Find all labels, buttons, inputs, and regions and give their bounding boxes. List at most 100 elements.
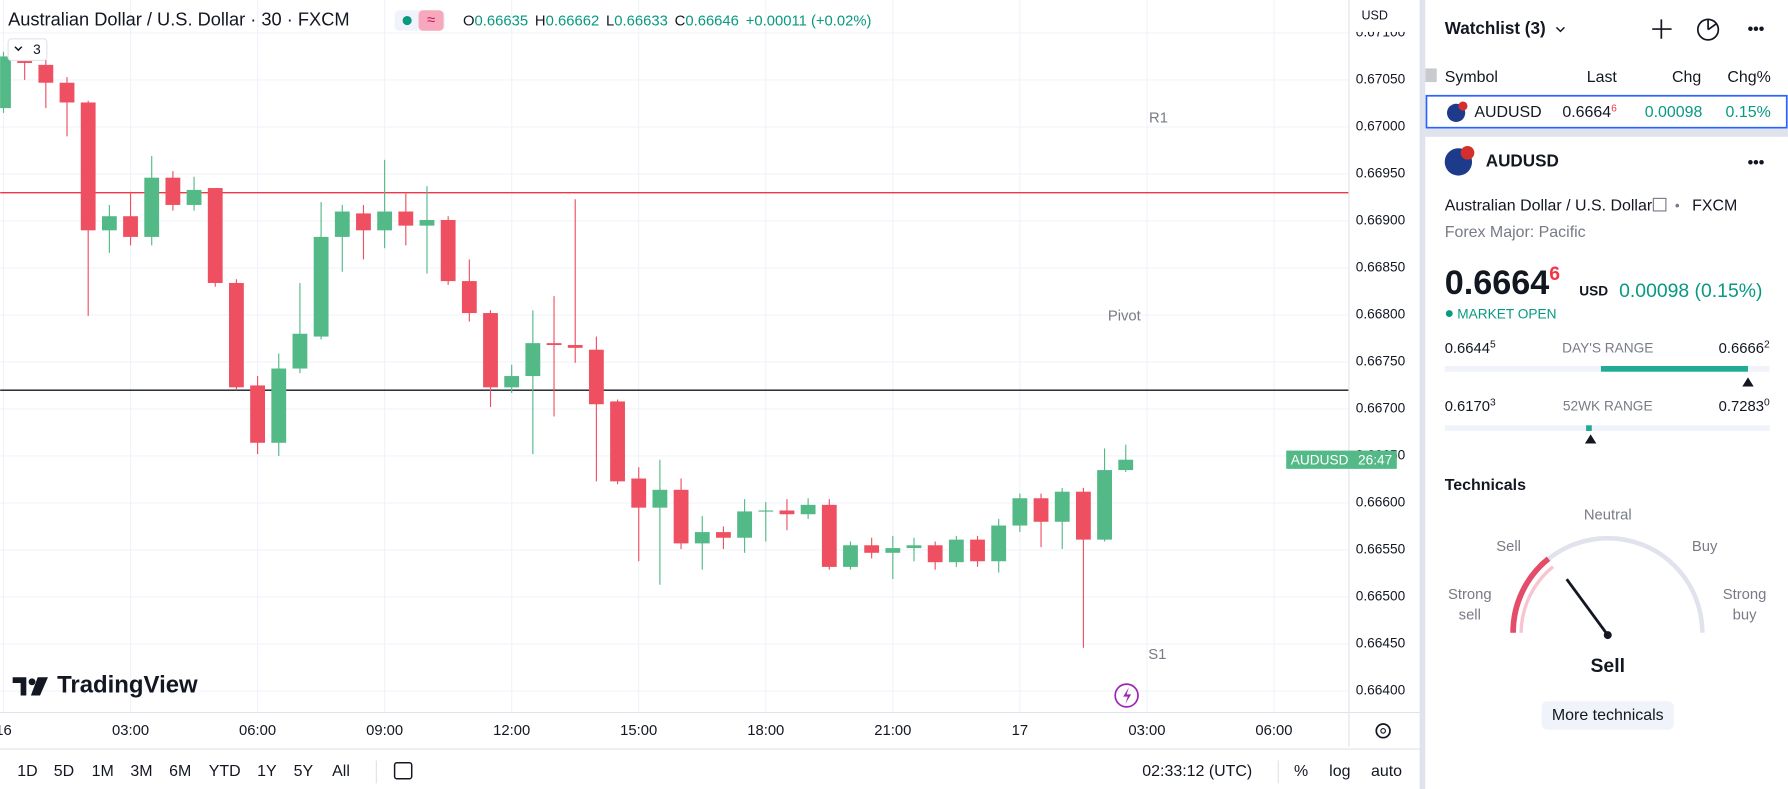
ohlc-label: H: [535, 14, 546, 30]
range-fill: [1600, 365, 1748, 372]
toolbar-option[interactable]: %: [1294, 763, 1308, 780]
bolt-icon: [1123, 687, 1132, 704]
technicals-title: Technicals: [1445, 477, 1526, 494]
candle-body: [948, 539, 964, 563]
status-icon: [418, 10, 444, 31]
x-tick-label: 17: [1012, 723, 1028, 739]
brand-name: TradingView: [57, 672, 198, 699]
candle-body: [758, 510, 774, 512]
candle-body: [461, 281, 477, 314]
ohlc-value: 0.66646: [685, 14, 739, 30]
period-button[interactable]: YTD: [209, 763, 241, 780]
candle-body: [906, 545, 922, 549]
candle-body: [292, 333, 308, 369]
column-label: Chg%: [1727, 69, 1770, 86]
candle-body: [864, 545, 880, 553]
period-button[interactable]: 6M: [169, 763, 191, 780]
column-label: Chg: [1672, 69, 1701, 86]
detail-category: Forex Major: Pacific: [1445, 224, 1586, 241]
column-label: Symbol: [1445, 69, 1498, 86]
gauge-label: buy: [1733, 608, 1757, 624]
candle-body: [250, 385, 265, 443]
currency-label[interactable]: USD: [1361, 8, 1387, 22]
candle-body: [165, 177, 181, 205]
ohlc-value: 0.66662: [546, 14, 600, 30]
candle-body: [821, 504, 837, 567]
alert-icon[interactable]: [1114, 683, 1139, 708]
range-main: 0.6170: [1445, 399, 1490, 415]
market-status: MARKET OPEN: [1457, 306, 1556, 321]
flag-icon: [1458, 101, 1468, 111]
gauge-label: Strong: [1448, 587, 1492, 603]
indicator-toggle[interactable]: [7, 38, 48, 61]
link-icon[interactable]: [1652, 197, 1667, 212]
gauge-label: sell: [1459, 608, 1481, 624]
ohlc-change: +0.00011 (+0.02%): [746, 14, 872, 30]
x-tick-label: 06:00: [1255, 723, 1292, 739]
range-main: 0.6644: [1445, 341, 1490, 357]
candle-body: [885, 548, 901, 553]
price-main: 0.6664: [1445, 264, 1550, 302]
candle-body: [694, 532, 710, 544]
candle-body: [419, 219, 435, 226]
logo-shape: [30, 677, 48, 696]
candle-body: [207, 188, 223, 283]
period-button[interactable]: 1Y: [257, 763, 277, 780]
range-marker: [1742, 377, 1754, 387]
y-tick-label: 0.66600: [1356, 495, 1406, 510]
candle-body: [1012, 498, 1028, 526]
more-menu[interactable]: •••: [1748, 21, 1765, 38]
more-technicals-button[interactable]: [1541, 701, 1674, 730]
status-dot: [402, 15, 412, 26]
range-sup: 5: [1490, 339, 1496, 350]
price-sup: 6: [1549, 263, 1560, 285]
period-button[interactable]: 5D: [54, 763, 74, 780]
range-low: 0.61703: [1445, 397, 1496, 415]
watchlist-row[interactable]: [1425, 94, 1788, 129]
candle-body: [80, 102, 96, 231]
y-tick-label: 0.66450: [1356, 636, 1406, 651]
clock[interactable]: 02:33:12 (UTC): [1142, 763, 1252, 780]
range-label: DAY'S RANGE: [1562, 341, 1653, 356]
ohlc-label: C: [675, 14, 686, 30]
toolbar-option[interactable]: auto: [1371, 763, 1402, 780]
period-button[interactable]: 1D: [17, 763, 37, 780]
range-sup: 3: [1490, 397, 1496, 408]
more-technicals-label[interactable]: More technicals: [1552, 707, 1664, 724]
candle-body: [737, 511, 753, 538]
period-button[interactable]: 3M: [130, 763, 152, 780]
gauge-label: Buy: [1692, 539, 1718, 555]
pivot-label: S1: [1148, 647, 1166, 663]
settings-icon[interactable]: [1375, 723, 1391, 739]
gauge-active: [1510, 556, 1551, 633]
candle-body: [1075, 491, 1091, 540]
watchlist-title[interactable]: Watchlist (3): [1445, 19, 1546, 38]
candle-body: [631, 478, 647, 508]
add-icon[interactable]: [1652, 19, 1672, 39]
y-tick-label: 0.67050: [1356, 72, 1406, 87]
gauge-inner: [1519, 565, 1555, 633]
candle-body: [38, 64, 54, 83]
more-menu[interactable]: •••: [1748, 154, 1765, 171]
status-dot: [1445, 310, 1453, 317]
period-button[interactable]: 1M: [92, 763, 114, 780]
y-tick-label: 0.66400: [1356, 683, 1406, 698]
plot-area: R1 Pivot S1: [0, 0, 1349, 713]
period-button[interactable]: 5Y: [294, 763, 314, 780]
toolbar-option[interactable]: log: [1329, 763, 1350, 780]
candle-body: [440, 219, 456, 282]
range-fill: [1586, 425, 1592, 431]
y-tick-label: 0.66550: [1356, 542, 1406, 557]
range-sup: 0: [1764, 397, 1770, 408]
date-range-icon[interactable]: [393, 762, 413, 780]
panel-divider: [1425, 128, 1788, 137]
range-main: 0.6666: [1719, 341, 1764, 357]
chart-header: Australian Dollar / U.S. Dollar · 30 · F…: [7, 8, 872, 61]
pivot-label: R1: [1149, 110, 1168, 126]
period-button[interactable]: All: [332, 763, 350, 780]
gauge-label: Sell: [1496, 539, 1521, 555]
candle-body: [567, 345, 583, 348]
candle-body: [610, 401, 625, 482]
